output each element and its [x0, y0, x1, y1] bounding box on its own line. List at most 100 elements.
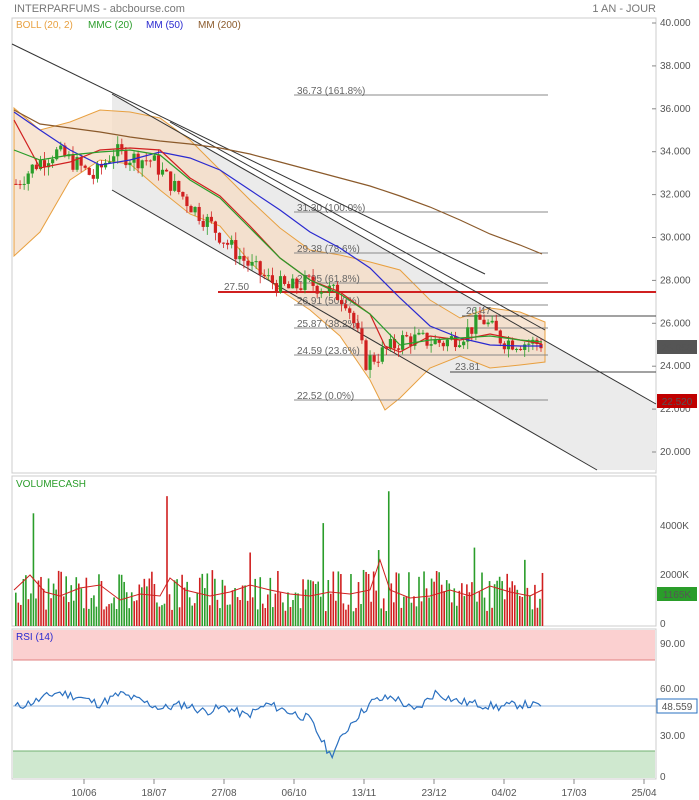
fib-label-1618: 36.73 (161.8%) — [297, 86, 365, 97]
candle-body — [156, 155, 161, 175]
volume-bar — [317, 581, 319, 626]
candle-body — [213, 221, 218, 233]
volume-bar — [50, 598, 52, 626]
candle-body — [164, 169, 169, 172]
volume-bar — [249, 552, 251, 626]
candle-body — [299, 288, 303, 290]
volume-bar — [45, 609, 47, 626]
volume-bar — [425, 588, 428, 626]
volume-bar — [244, 585, 246, 626]
rsi-tick-60: 60.00 — [660, 684, 685, 695]
volume-bar — [309, 580, 312, 626]
price-tick-label: 38.000 — [660, 61, 691, 72]
candle-body — [303, 275, 307, 290]
candle-body — [103, 162, 108, 168]
candle-body — [433, 339, 437, 345]
last-price-box — [657, 340, 697, 354]
volume-bar — [234, 588, 236, 626]
volume-bar — [536, 607, 539, 626]
candle-body — [523, 344, 527, 350]
volume-bar — [531, 609, 534, 626]
candle-body — [246, 260, 250, 266]
volume-bar — [188, 597, 191, 626]
candle-body — [51, 159, 55, 164]
volume-bar — [430, 578, 433, 626]
candle-body — [99, 163, 104, 168]
candle-body — [339, 300, 344, 305]
volume-bar — [450, 602, 453, 626]
volume-bar — [196, 592, 199, 626]
volume-bar — [72, 600, 75, 626]
candle-body — [181, 191, 185, 197]
candle-body — [95, 163, 99, 179]
volume-bar — [55, 589, 57, 626]
volume-bar — [342, 603, 345, 626]
candle-body — [510, 340, 515, 350]
candle-body — [470, 327, 474, 334]
trendline-middle — [169, 121, 546, 331]
volume-bar — [78, 583, 80, 626]
volume-bar — [95, 606, 98, 626]
candle-body — [22, 183, 26, 185]
volume-bar — [299, 608, 302, 626]
ma200-line — [13, 109, 543, 255]
volume-bar — [30, 593, 32, 626]
volume-bar — [178, 607, 181, 626]
x-tick-label: 17/03 — [561, 788, 586, 799]
volume-tick-4000: 4000K — [660, 521, 689, 532]
volume-bar — [513, 585, 516, 626]
stop-price-box — [657, 394, 697, 408]
volume-bar — [75, 577, 78, 626]
volume-bar — [221, 579, 224, 626]
volume-bar — [357, 582, 360, 626]
price-tick-label: 24.000 — [660, 361, 691, 372]
volume-bar — [493, 584, 496, 626]
volume-bar — [17, 602, 20, 626]
candle-body — [59, 145, 63, 150]
legend-mmc: MMC (20) — [88, 20, 132, 31]
volume-bar — [226, 604, 229, 626]
candle-body — [368, 355, 372, 370]
stop-price-label: 22.520 — [662, 397, 693, 408]
candle-body — [449, 336, 454, 340]
volume-bar — [224, 585, 226, 626]
volume-bar — [498, 576, 501, 626]
candle-body — [34, 164, 38, 170]
fibonacci-levels: 36.73 (161.8%) 31.30 (100.0%) 29.38 (78.… — [294, 86, 548, 402]
candle-body — [234, 240, 238, 260]
volume-bar — [171, 609, 173, 626]
volume-bar — [506, 573, 508, 626]
rsi-oversold-zone — [13, 751, 655, 778]
volume-bar — [20, 604, 22, 626]
volume-bar — [181, 574, 183, 626]
candle-body — [376, 361, 380, 363]
candle-body — [437, 339, 441, 343]
candle-body — [356, 323, 360, 329]
mmc-line — [13, 149, 543, 346]
x-axis: 10/06 18/07 27/08 06/10 13/11 23/12 04/02 17/03… — [71, 779, 657, 799]
volume-bar — [418, 576, 420, 626]
candle-body — [83, 165, 87, 168]
fib-label-1000: 31.30 (100.0%) — [297, 203, 365, 214]
volume-bar — [125, 592, 128, 626]
chart-title: INTERPARFUMS - abcbourse.com — [14, 3, 185, 15]
candle-body — [295, 278, 299, 289]
volume-bar — [90, 597, 93, 626]
candle-body — [417, 332, 421, 335]
candle-body — [486, 322, 490, 325]
candle-body — [441, 342, 445, 347]
volume-bar — [93, 595, 95, 626]
volume-bar — [367, 573, 370, 626]
volume-bar — [32, 513, 35, 626]
volume-bar — [42, 588, 45, 626]
volume-bar — [473, 547, 476, 626]
channel-lower-line — [111, 189, 598, 471]
volume-bar — [294, 592, 297, 626]
volume-bar — [413, 596, 415, 626]
volume-bar — [370, 601, 372, 626]
candle-body — [506, 340, 511, 350]
volume-bar — [297, 593, 299, 626]
candle-body — [413, 334, 417, 346]
price-tick-label: 28.000 — [660, 275, 691, 286]
volume-bar — [377, 550, 380, 626]
